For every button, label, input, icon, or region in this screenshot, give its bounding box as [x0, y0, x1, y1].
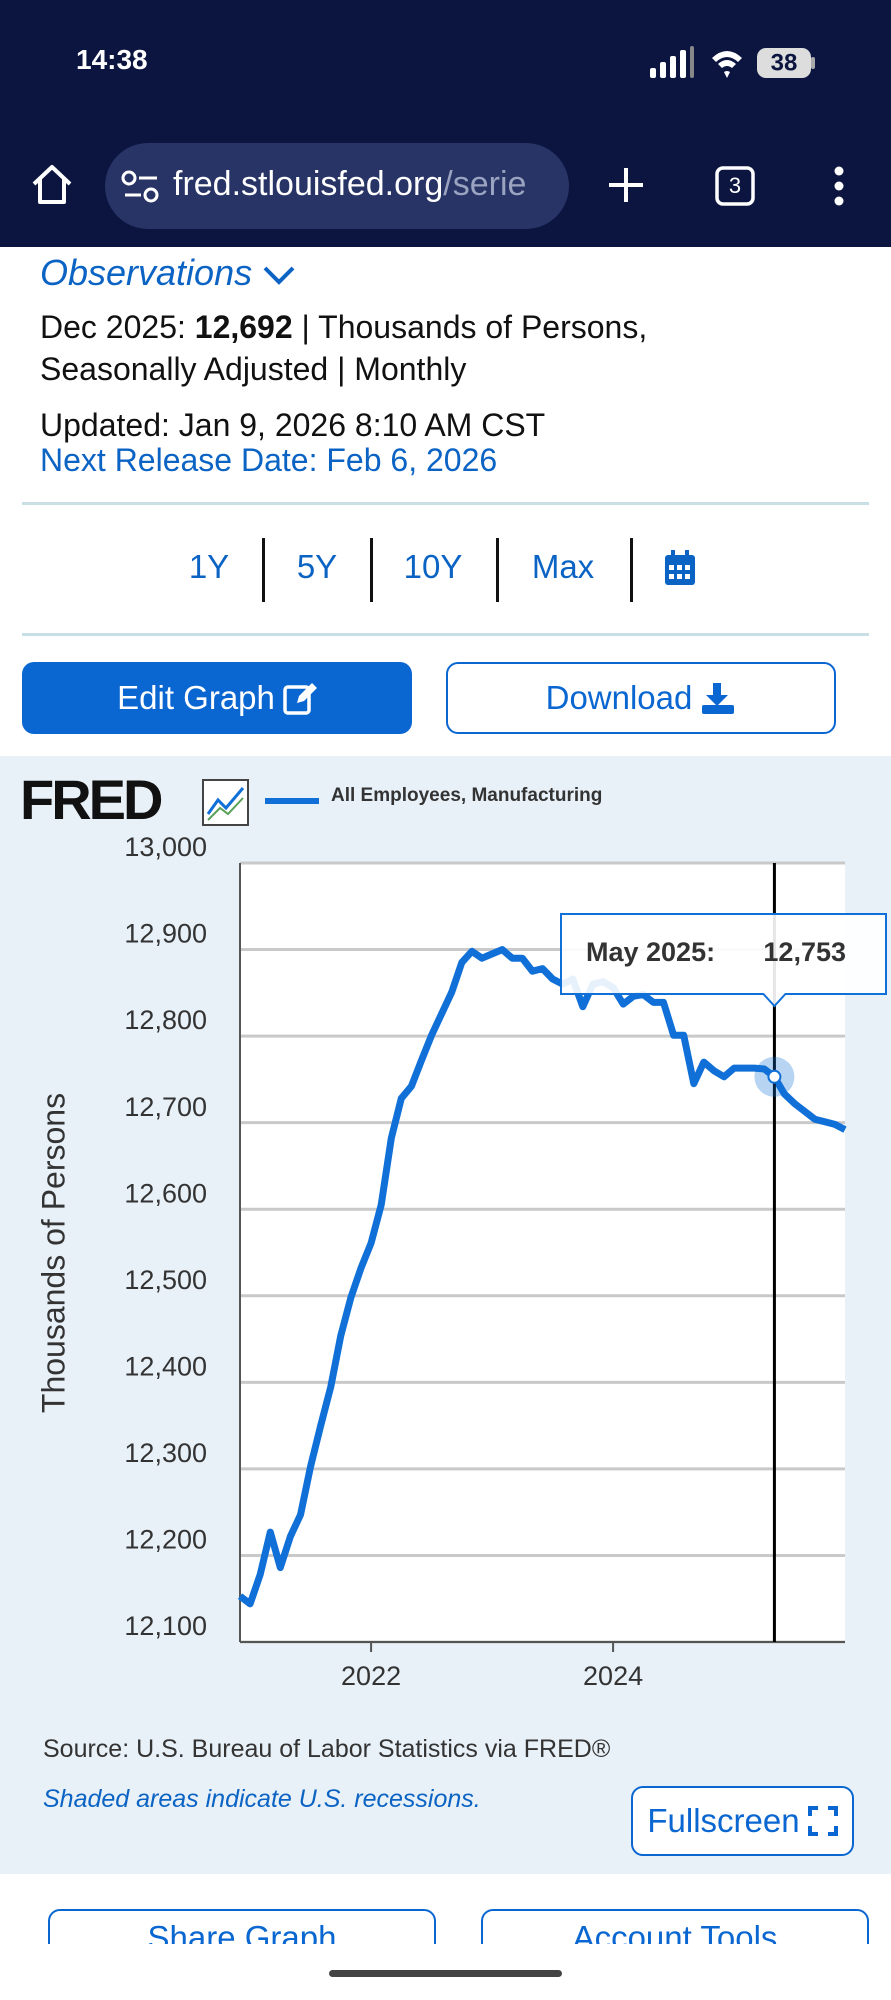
range-button[interactable]: 10Y: [403, 548, 463, 585]
separator: [262, 538, 265, 602]
status-icons: 38: [650, 46, 815, 78]
download-label: Download: [545, 679, 693, 716]
y-tick-label: 12,800: [124, 1005, 207, 1035]
tab-count: 3: [729, 173, 741, 198]
account-label: Account Tools: [572, 1919, 778, 1944]
y-tick-label: 12,900: [124, 919, 207, 949]
y-tick-label: 12,600: [124, 1178, 207, 1208]
y-tick-label: 12,200: [124, 1525, 207, 1555]
menu[interactable]: [829, 165, 849, 207]
obs-date: Dec 2025:: [40, 309, 186, 345]
separator: [496, 538, 499, 602]
battery-level: 38: [771, 49, 798, 76]
obs-adjustment: Seasonally Adjusted | Monthly: [40, 351, 467, 387]
site-settings-icon[interactable]: [121, 169, 161, 205]
y-tick-label: 12,300: [124, 1438, 207, 1468]
y-tick-label: 12,500: [124, 1265, 207, 1295]
observations-toggle[interactable]: Observations: [40, 252, 296, 294]
account-tools-button[interactable]: Account Tools: [481, 1909, 869, 1944]
source: Source: U.S. Bureau of Labor Statistics …: [43, 1735, 611, 1763]
share-graph-button[interactable]: Share Graph: [48, 1909, 436, 1944]
next-release[interactable]: Next Release Date: Feb 6, 2026: [40, 442, 498, 478]
tooltip-box: [560, 913, 887, 1008]
y-tick-label: 13,000: [124, 832, 207, 862]
home-indicator: [329, 1970, 562, 1977]
fred-logo: FRED: [20, 768, 162, 831]
legend-label: All Employees, Manufacturing: [331, 785, 602, 806]
divider: [22, 633, 869, 636]
range-button[interactable]: 1Y: [188, 548, 230, 585]
download-button[interactable]: Download: [446, 662, 836, 734]
fullscreen-button[interactable]: Fullscreen: [631, 1786, 854, 1856]
logo-icon: [202, 779, 249, 826]
y-tick-label: 12,100: [124, 1611, 207, 1641]
url-path: /serie: [443, 165, 527, 203]
home-button[interactable]: [30, 162, 74, 206]
status-time: 14:38: [76, 44, 148, 75]
fullscreen-label: Fullscreen: [647, 1802, 800, 1839]
fullscreen-icon: [807, 1806, 838, 1836]
url-bar[interactable]: fred.stlouisfed.org/serie: [105, 143, 569, 229]
tooltip-label: May 2025:: [586, 937, 715, 967]
obs-units: | Thousands of Persons,: [301, 309, 648, 345]
share-label: Share Graph: [147, 1919, 337, 1944]
tooltip-value: 12,753: [763, 937, 846, 967]
edit-label: Edit Graph: [117, 679, 275, 716]
obs-updated: Updated: Jan 9, 2026 8:10 AM CST: [40, 407, 546, 443]
edit-graph-button[interactable]: Edit Graph: [22, 662, 412, 734]
tab-switcher[interactable]: 3: [714, 165, 756, 207]
range-button[interactable]: Max: [531, 548, 595, 585]
x-tick-label: 2022: [341, 1661, 401, 1691]
observations-heading: Observations: [40, 252, 253, 293]
calendar-button[interactable]: [664, 550, 696, 586]
range-button[interactable]: 5Y: [296, 548, 338, 585]
y-tick-label: 12,400: [124, 1351, 207, 1381]
obs-value: 12,692: [194, 309, 293, 345]
edit-icon: [283, 683, 317, 715]
separator: [630, 538, 633, 602]
observation-line: Dec 2025: 12,692 | Thousands of Persons,: [40, 309, 647, 346]
recession-note: Shaded areas indicate U.S. recessions.: [43, 1785, 481, 1813]
download-icon: [702, 683, 735, 714]
separator: [370, 538, 373, 602]
y-axis-label: Thousands of Persons: [35, 1093, 71, 1413]
new-tab[interactable]: [606, 165, 646, 205]
chevron: [263, 267, 295, 286]
x-tick-label: 2024: [583, 1661, 643, 1691]
url-text: fred.stlouisfed.org/serie: [173, 165, 526, 204]
hover-point: [767, 1069, 782, 1084]
data-line: [237, 946, 847, 1608]
divider: [22, 502, 869, 505]
url-host: fred.stlouisfed.org: [173, 165, 444, 203]
y-tick-label: 12,700: [124, 1092, 207, 1122]
bottom-buttons: Share Graph Account Tools: [0, 1874, 891, 1944]
chart: FRED All Employees, Manufacturing 12,100 1…: [20, 768, 887, 1691]
